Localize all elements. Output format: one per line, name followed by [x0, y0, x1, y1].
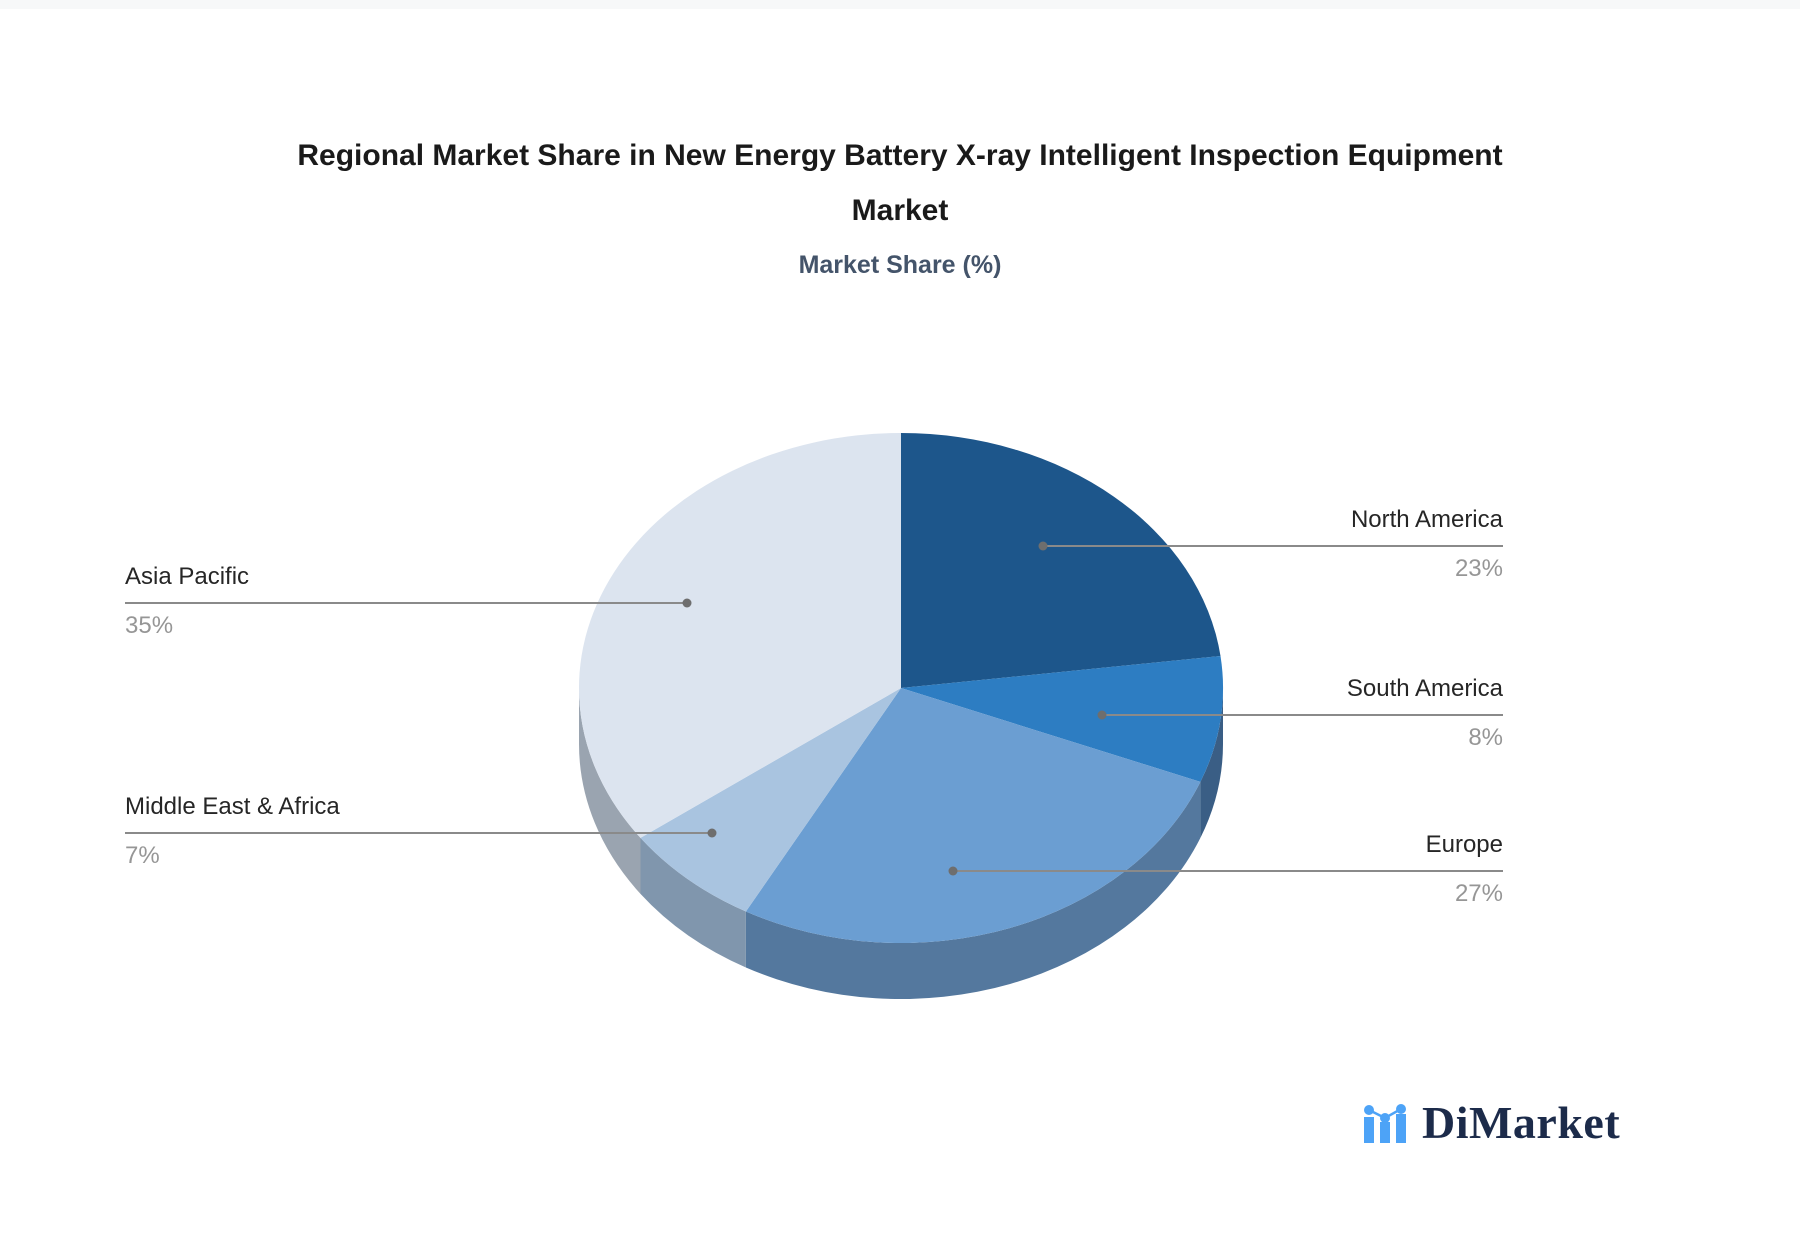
callout-label-north-america: North America — [1350, 506, 1503, 533]
pie-slice-middle-east-africa[interactable] — [640, 688, 902, 912]
pie-slice-side-south-america — [1200, 688, 1223, 838]
callout-label-south-america: South America — [1346, 675, 1503, 702]
leader-dot-asia-pacific — [682, 598, 692, 608]
leader-dot-north-america — [1038, 541, 1048, 551]
pie-slice-asia-pacific[interactable] — [578, 433, 901, 838]
brand-logo: DiMarket — [1362, 1096, 1620, 1149]
callout-label-europe: Europe — [1425, 831, 1503, 858]
chart-title-line1: Regional Market Share in New Energy Batt… — [297, 139, 1503, 172]
pie-slice-south-america[interactable] — [901, 656, 1224, 782]
chart-title: Regional Market Share in New Energy Batt… — [0, 128, 1800, 238]
pie-slice-north-america[interactable] — [901, 433, 1221, 688]
leader-dot-middle-east-africa — [707, 828, 717, 838]
leader-dot-south-america — [1097, 710, 1107, 720]
leader-dot-europe — [948, 866, 958, 876]
pie-slice-side-middle-east-africa — [640, 837, 746, 968]
pie-slice-side-asia-pacific — [579, 688, 641, 894]
pie-slice-side-europe — [745, 781, 1201, 1000]
callout-value-middle-east-africa: 7% — [125, 842, 160, 869]
callout-value-south-america: 8% — [1468, 724, 1503, 751]
top-border-strip — [0, 0, 1800, 9]
callout-label-middle-east-africa: Middle East & Africa — [125, 793, 340, 820]
callout-value-asia-pacific: 35% — [125, 612, 174, 639]
callout-value-europe: 27% — [1454, 880, 1503, 907]
logo-icon — [1364, 1103, 1406, 1143]
pie-slice-europe[interactable] — [745, 688, 1201, 944]
callout-value-north-america: 23% — [1454, 555, 1503, 582]
logo-text: DiMarket — [1422, 1097, 1621, 1148]
chart-title-line2: Market — [851, 194, 949, 227]
callout-label-asia-pacific: Asia Pacific — [125, 563, 250, 590]
chart-subtitle: Market Share (%) — [798, 251, 1002, 279]
